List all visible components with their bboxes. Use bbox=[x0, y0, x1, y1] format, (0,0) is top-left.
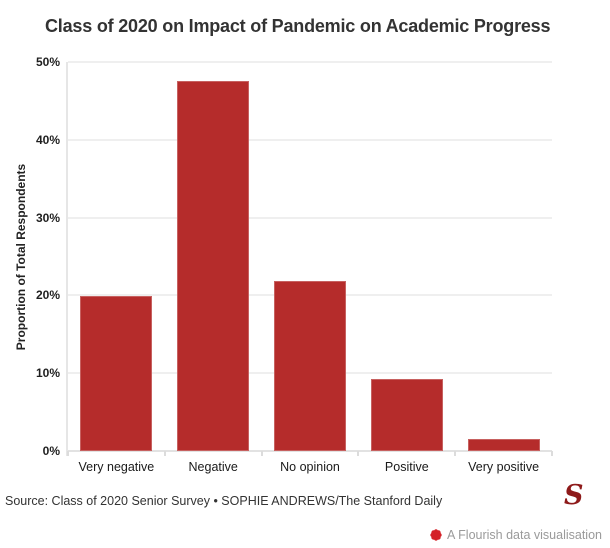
x-tick-label-very-positive: Very positive bbox=[468, 460, 540, 474]
x-tick-label-positive: Positive bbox=[384, 460, 429, 474]
x-axis-baseline bbox=[68, 450, 552, 452]
y-axis-title: Proportion of Total Respondents bbox=[14, 163, 28, 351]
bar-very-negative bbox=[80, 296, 153, 451]
bar-no-opinion bbox=[274, 281, 346, 451]
stanford-daily-logo: S bbox=[564, 480, 584, 511]
x-boundary-tick bbox=[551, 451, 553, 456]
x-boundary-tick bbox=[163, 451, 166, 456]
y-tick-label-40: 40% bbox=[35, 132, 60, 147]
bar-very-positive bbox=[467, 439, 540, 451]
y-axis-line bbox=[66, 62, 68, 456]
bar-positive bbox=[370, 379, 443, 451]
gridline-30 bbox=[68, 216, 552, 219]
plot-area: 0% 10% 20% 30% 40% 50% Very negative Negative No… bbox=[36, 55, 553, 474]
x-tick-label-very-negative: Very negative bbox=[78, 460, 155, 474]
x-boundary-tick bbox=[260, 451, 263, 456]
x-boundary-tick bbox=[357, 451, 360, 456]
y-tick-label-20: 20% bbox=[35, 288, 60, 303]
bar-negative bbox=[177, 80, 250, 451]
x-boundary-tick bbox=[67, 451, 69, 456]
x-tick-label-negative: Negative bbox=[188, 460, 238, 474]
y-tick-label-50: 50% bbox=[35, 55, 60, 69]
flourish-attribution-label: A Flourish data visualisation bbox=[447, 528, 602, 542]
flourish-attribution-link[interactable]: A Flourish data visualisation bbox=[430, 528, 602, 542]
x-boundary-tick bbox=[454, 451, 457, 456]
x-tick-label-no-opinion: No opinion bbox=[280, 460, 340, 474]
y-tick-label-0: 0% bbox=[42, 444, 60, 458]
gridline-40 bbox=[68, 138, 552, 141]
chart-title: Class of 2020 on Impact of Pandemic on A… bbox=[45, 16, 551, 36]
gridline-50 bbox=[68, 61, 552, 63]
y-tick-label-30: 30% bbox=[35, 210, 60, 225]
y-tick-label-10: 10% bbox=[35, 366, 60, 381]
flourish-flower-icon bbox=[430, 529, 442, 541]
source-credit: Source: Class of 2020 Senior Survey • SO… bbox=[5, 494, 443, 508]
